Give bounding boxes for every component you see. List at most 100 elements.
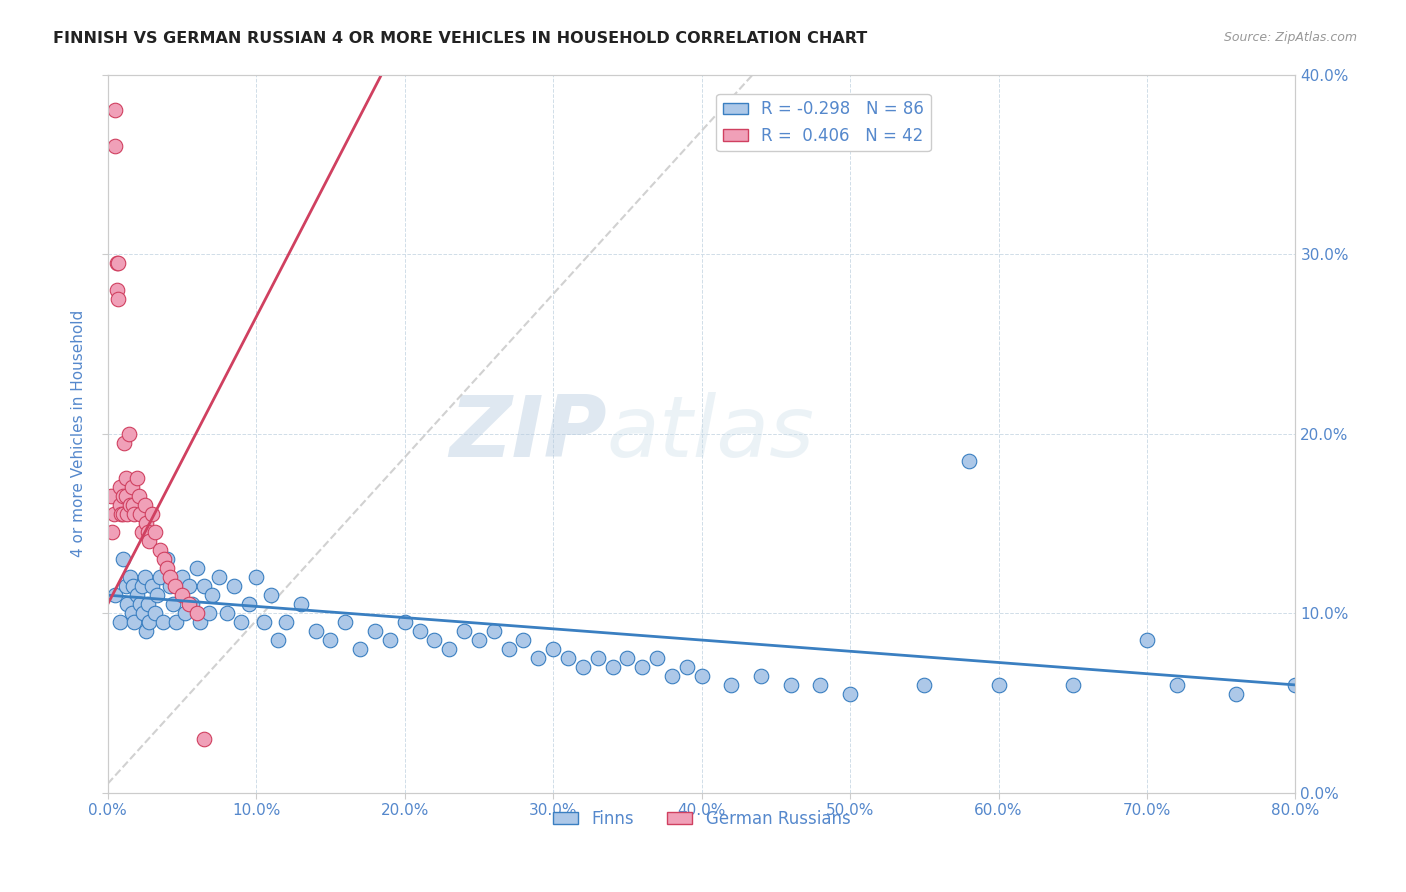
Point xyxy=(394,615,416,629)
Point xyxy=(118,499,141,513)
Point xyxy=(290,597,312,611)
Point xyxy=(127,471,149,485)
Point xyxy=(103,508,125,522)
Point xyxy=(153,552,176,566)
Point xyxy=(107,256,129,270)
Point xyxy=(498,642,520,657)
Point xyxy=(378,633,401,648)
Point xyxy=(231,615,253,629)
Point xyxy=(839,687,862,701)
Point xyxy=(364,624,387,638)
Point xyxy=(105,283,128,297)
Point xyxy=(112,435,135,450)
Point xyxy=(957,453,980,467)
Point xyxy=(1225,687,1247,701)
Point xyxy=(193,579,215,593)
Point xyxy=(145,588,167,602)
Point xyxy=(141,579,163,593)
Point xyxy=(319,633,342,648)
Point xyxy=(100,490,122,504)
Point xyxy=(152,615,174,629)
Point xyxy=(253,615,276,629)
Point xyxy=(423,633,446,648)
Point xyxy=(138,615,160,629)
Point xyxy=(616,651,638,665)
Point xyxy=(1166,678,1188,692)
Point xyxy=(149,570,172,584)
Point xyxy=(675,660,697,674)
Point xyxy=(181,597,204,611)
Point xyxy=(468,633,491,648)
Point xyxy=(1284,678,1306,692)
Point xyxy=(188,615,211,629)
Point xyxy=(134,499,156,513)
Point xyxy=(159,570,181,584)
Point xyxy=(174,606,197,620)
Point xyxy=(143,606,166,620)
Point xyxy=(197,606,219,620)
Y-axis label: 4 or more Vehicles in Household: 4 or more Vehicles in Household xyxy=(72,310,86,558)
Text: FINNISH VS GERMAN RUSSIAN 4 OR MORE VEHICLES IN HOUSEHOLD CORRELATION CHART: FINNISH VS GERMAN RUSSIAN 4 OR MORE VEHI… xyxy=(53,31,868,46)
Point xyxy=(912,678,935,692)
Point xyxy=(527,651,550,665)
Point xyxy=(110,508,132,522)
Legend: Finns, German Russians: Finns, German Russians xyxy=(547,804,858,835)
Point xyxy=(114,579,136,593)
Point xyxy=(104,103,127,118)
Point xyxy=(156,552,179,566)
Point xyxy=(121,606,143,620)
Point xyxy=(572,660,595,674)
Point xyxy=(122,579,145,593)
Point xyxy=(104,588,127,602)
Point xyxy=(349,642,371,657)
Point xyxy=(238,597,260,611)
Point xyxy=(335,615,357,629)
Text: Source: ZipAtlas.com: Source: ZipAtlas.com xyxy=(1223,31,1357,45)
Point xyxy=(131,579,153,593)
Point xyxy=(720,678,742,692)
Point xyxy=(108,499,131,513)
Point xyxy=(136,597,159,611)
Point xyxy=(987,678,1010,692)
Point xyxy=(159,579,181,593)
Point xyxy=(129,597,152,611)
Point xyxy=(156,561,179,575)
Point xyxy=(128,490,150,504)
Point xyxy=(408,624,430,638)
Point xyxy=(136,525,159,540)
Point xyxy=(105,256,128,270)
Point xyxy=(114,471,136,485)
Text: ZIP: ZIP xyxy=(449,392,606,475)
Point xyxy=(222,579,245,593)
Point xyxy=(645,651,668,665)
Point xyxy=(201,588,224,602)
Point xyxy=(586,651,609,665)
Point xyxy=(179,579,201,593)
Point xyxy=(779,678,801,692)
Point xyxy=(267,633,290,648)
Point xyxy=(808,678,831,692)
Point xyxy=(108,615,131,629)
Point xyxy=(138,534,160,549)
Point xyxy=(143,525,166,540)
Point xyxy=(512,633,534,648)
Point xyxy=(114,490,136,504)
Point xyxy=(631,660,654,674)
Point xyxy=(245,570,267,584)
Point xyxy=(101,525,124,540)
Point xyxy=(170,588,193,602)
Point xyxy=(439,642,461,657)
Point xyxy=(215,606,238,620)
Point xyxy=(193,731,215,746)
Point xyxy=(208,570,231,584)
Point xyxy=(557,651,579,665)
Point xyxy=(131,525,153,540)
Point xyxy=(165,615,187,629)
Point xyxy=(179,597,201,611)
Point xyxy=(127,588,149,602)
Point xyxy=(135,516,157,531)
Point xyxy=(482,624,505,638)
Point xyxy=(107,292,129,306)
Point xyxy=(115,597,138,611)
Point xyxy=(111,490,134,504)
